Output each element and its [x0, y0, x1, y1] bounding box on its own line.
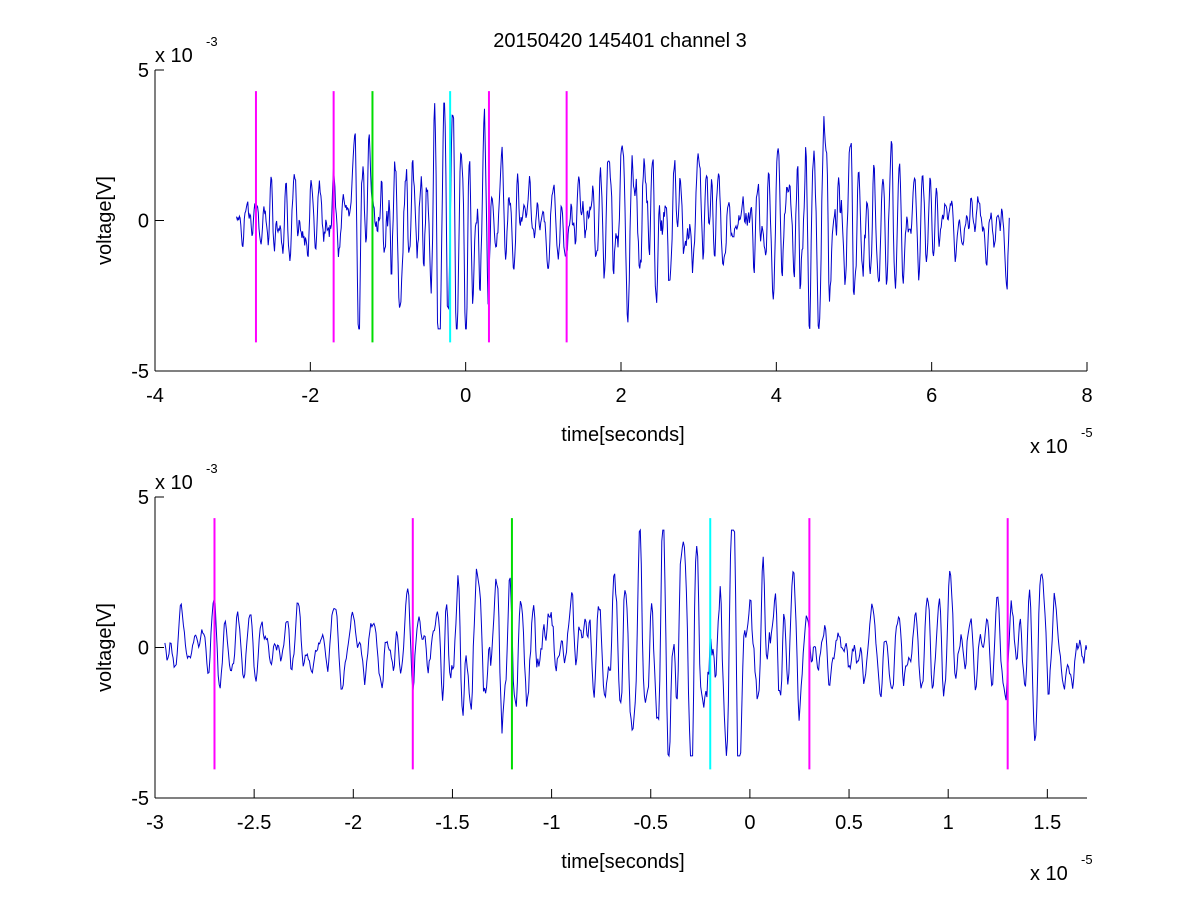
plot-area	[164, 518, 1087, 770]
y-exponent-label: x 10	[155, 472, 193, 494]
y-tick-label: -5	[131, 361, 149, 383]
x-tick-label: -0.5	[634, 812, 668, 834]
x-exponent-value: -5	[1081, 425, 1093, 440]
y-tick-label: 0	[138, 211, 149, 233]
x-axis-label: time[seconds]	[561, 851, 684, 873]
y-axis-label: voltage[V]	[94, 176, 116, 265]
x-tick-label: 0	[744, 812, 755, 834]
y-tick-label: 0	[138, 638, 149, 660]
x-tick-label: -2.5	[237, 812, 271, 834]
plot-area	[236, 91, 1010, 343]
bottom-axes: -3 -2.5 -2 -1.5 -1 -0.5 0 0.5 1 1.5 -5 0 5 time[secon…	[94, 461, 1093, 885]
x-tick-label: -3	[146, 812, 164, 834]
x-tick-label: 8	[1081, 385, 1092, 407]
x-tick-label: -1.5	[435, 812, 469, 834]
x-tick-label: 1	[943, 812, 954, 834]
y-tick-label: 5	[138, 60, 149, 82]
x-tick-label: -2	[344, 812, 362, 834]
x-tick-label: 0.5	[835, 812, 863, 834]
x-tick-label: 1.5	[1033, 812, 1061, 834]
x-tick-label: 2	[615, 385, 626, 407]
x-tick-label: 6	[926, 385, 937, 407]
x-tick-label: 4	[771, 385, 782, 407]
x-tick-label: -2	[301, 385, 319, 407]
top-axes: -4 -2 0 2 4 6 8 -5 0 5 time[seconds] voltage[V] x 10…	[94, 34, 1093, 458]
signal-line	[164, 528, 1087, 758]
y-exponent-value: -3	[206, 461, 218, 476]
x-axis-label: time[seconds]	[561, 424, 684, 446]
signal-line	[236, 102, 1010, 330]
y-tick-label: 5	[138, 487, 149, 509]
figure-title: 20150420 145401 channel 3	[493, 30, 747, 52]
x-tick-label: 0	[460, 385, 471, 407]
y-exponent-label: x 10	[155, 45, 193, 67]
x-tick-label: -1	[543, 812, 561, 834]
x-exponent-value: -5	[1081, 852, 1093, 867]
y-tick-label: -5	[131, 788, 149, 810]
x-tick-label: -4	[146, 385, 164, 407]
y-exponent-value: -3	[206, 34, 218, 49]
x-exponent-label: x 10	[1030, 436, 1068, 458]
x-exponent-label: x 10	[1030, 863, 1068, 885]
y-axis-label: voltage[V]	[94, 603, 116, 692]
